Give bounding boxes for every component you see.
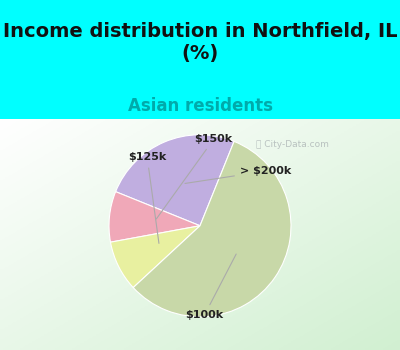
Text: $100k: $100k — [186, 254, 236, 320]
Text: $125k: $125k — [128, 153, 166, 243]
Text: Income distribution in Northfield, IL
(%): Income distribution in Northfield, IL (%… — [3, 22, 397, 63]
Wedge shape — [116, 135, 234, 226]
Wedge shape — [133, 141, 291, 317]
Text: ⓘ City-Data.com: ⓘ City-Data.com — [256, 140, 328, 149]
Text: > $200k: > $200k — [185, 166, 291, 183]
Wedge shape — [110, 226, 200, 288]
Wedge shape — [109, 192, 200, 242]
Text: $150k: $150k — [156, 134, 233, 219]
Text: Asian residents: Asian residents — [128, 97, 272, 115]
